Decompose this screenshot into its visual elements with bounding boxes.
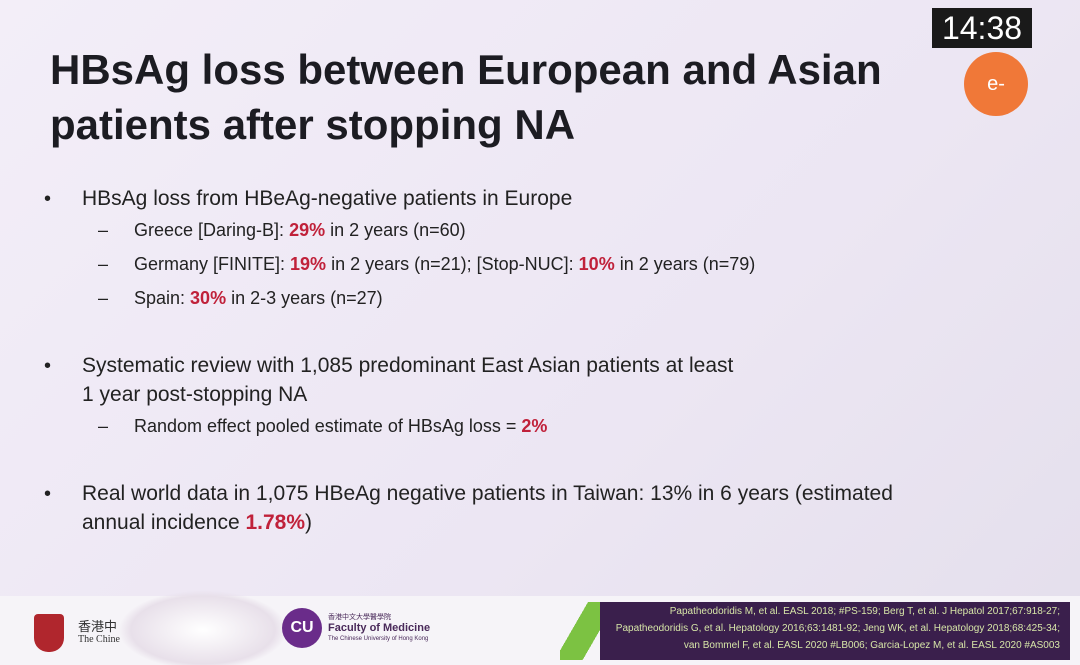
university-name: 香港中 xyxy=(78,619,118,634)
timer: 14:38 xyxy=(932,8,1032,48)
faculty-name: Faculty of Medicine xyxy=(328,622,431,634)
text: Greece [Daring-B]: xyxy=(134,220,290,240)
faculty-cn: 香港中文大學醫學院 xyxy=(328,614,391,621)
sub-item: – Spain: 30% in 2-3 years (n=27) xyxy=(82,281,893,315)
text: Random effect pooled estimate of HBsAg l… xyxy=(134,416,522,436)
dash: – xyxy=(98,220,109,240)
bullet-dot: • xyxy=(44,355,52,377)
slide-title: HBsAg loss between European and Asian pa… xyxy=(50,42,882,152)
text: in 2 years (n=21); [Stop-NUC]: xyxy=(326,254,579,274)
dash: – xyxy=(98,416,109,436)
text: in 2 years (n=60) xyxy=(325,220,466,240)
dash: – xyxy=(98,288,109,308)
highlight: 10% xyxy=(578,254,615,274)
sub-item: – Greece [Daring-B]: 29% in 2 years (n=60… xyxy=(82,213,893,247)
faculty-logo: CU xyxy=(282,608,322,648)
bullet: • Real world data in 1,075 HBeAg negative… xyxy=(42,479,893,537)
glare xyxy=(118,590,288,665)
reference: Papatheodoridis G, et al. Hepatology 201… xyxy=(615,623,1060,634)
references: Papatheodoridis M, et al. EASL 2018; #PS… xyxy=(600,602,1070,660)
bullet-list: • HBsAg loss from HBeAg-negative patients… xyxy=(42,184,893,537)
bullet-dot: • xyxy=(44,188,52,210)
bullet-dot: • xyxy=(44,483,52,505)
text: Spain: xyxy=(134,288,191,308)
highlight: 19% xyxy=(290,254,327,274)
text: 1 year post-stopping NA xyxy=(82,383,308,406)
bullet-line: Systematic review with 1,085 predominant… xyxy=(82,351,893,380)
text: in 2 years (n=79) xyxy=(614,254,756,274)
bullet: • Systematic review with 1,085 predominan… xyxy=(42,351,893,443)
highlight: 30% xyxy=(190,288,227,308)
title-line: patients after stopping NA xyxy=(50,101,576,148)
highlight: 29% xyxy=(289,220,326,240)
text: ) xyxy=(305,511,313,534)
university-name-en: The Chine xyxy=(78,634,120,645)
bullet-line: annual incidence 1.78%) xyxy=(82,508,893,537)
badge[interactable]: e- xyxy=(964,52,1028,116)
bullet-line: Real world data in 1,075 HBeAg negative … xyxy=(82,479,893,508)
highlight: 1.78% xyxy=(245,511,306,534)
bullet: • HBsAg loss from HBeAg-negative patients… xyxy=(42,184,893,315)
sub-item: – Random effect pooled estimate of HBsAg … xyxy=(82,409,893,443)
bullet-line: 1 year post-stopping NA xyxy=(82,380,893,409)
text: HBsAg loss from HBeAg-negative patients … xyxy=(82,187,573,210)
faculty-sub: The Chinese University of Hong Kong xyxy=(328,636,429,642)
bullet-line: HBsAg loss from HBeAg-negative patients … xyxy=(82,184,893,213)
text: Germany [FINITE]: xyxy=(134,254,291,274)
highlight: 2% xyxy=(521,416,548,436)
title-line: HBsAg loss between European and Asian xyxy=(50,46,882,93)
dash: – xyxy=(98,254,109,274)
university-crest xyxy=(34,614,64,652)
reference: Papatheodoridis M, et al. EASL 2018; #PS… xyxy=(669,606,1060,617)
text: annual incidence xyxy=(82,511,246,534)
reference: van Bommel F, et al. EASL 2020 #LB006; G… xyxy=(683,640,1060,651)
text: Real world data in 1,075 HBeAg negative … xyxy=(82,482,893,505)
text: in 2-3 years (n=27) xyxy=(226,288,383,308)
text: Systematic review with 1,085 predominant… xyxy=(82,354,734,377)
sub-item: – Germany [FINITE]: 19% in 2 years (n=21)… xyxy=(82,247,893,281)
